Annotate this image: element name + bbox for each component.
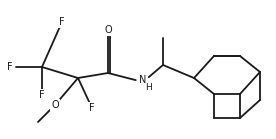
Text: H: H [145,84,151,92]
Text: F: F [7,62,13,72]
Text: F: F [39,90,45,100]
Text: O: O [51,100,59,110]
Text: F: F [59,17,65,27]
Text: F: F [89,103,95,113]
Text: O: O [104,25,112,35]
Text: N: N [139,75,147,85]
